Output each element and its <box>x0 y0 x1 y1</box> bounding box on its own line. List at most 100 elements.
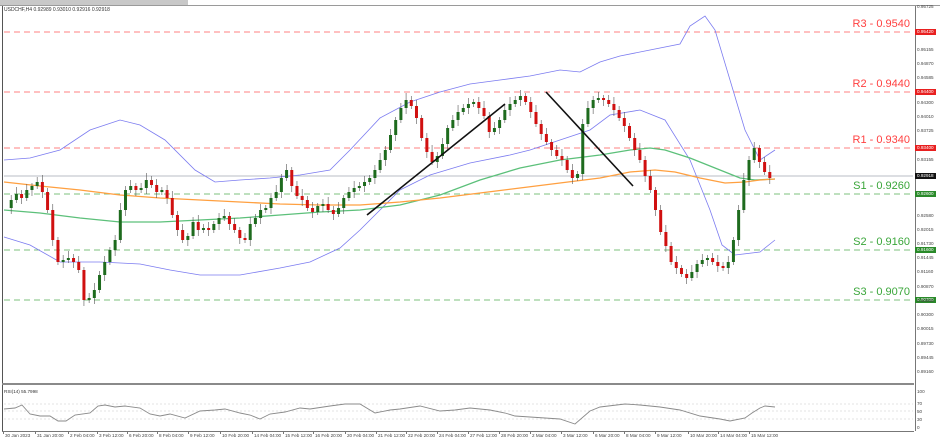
candle-bearish <box>155 185 159 192</box>
candle-bullish <box>357 186 361 188</box>
candle-bearish <box>659 210 663 232</box>
date-tick <box>749 431 750 434</box>
price-axis-label: 0.92580 <box>917 213 934 218</box>
downtrend-line <box>545 91 634 187</box>
candle-bearish <box>607 100 611 104</box>
candle-bearish <box>477 102 481 108</box>
date-axis-label: 27 Feb 12:00 <box>470 433 498 438</box>
current-price-tag: 0.92918 <box>915 173 936 179</box>
rsi-title: RSI(14) 55.7998 <box>4 389 38 394</box>
candle-bullish <box>503 110 507 120</box>
date-axis-label: 6 Mar 20:00 <box>595 433 620 438</box>
date-axis-label: 10 Feb 20:00 <box>222 433 250 438</box>
date-tick <box>313 431 314 434</box>
candle-bullish <box>248 224 252 240</box>
candle-bullish <box>394 120 398 135</box>
candle-bullish <box>316 206 320 212</box>
price-axis-label: 0.95725 <box>917 4 934 9</box>
axis-tag-r2: 0.94400 <box>915 89 936 95</box>
candle-bullish <box>586 108 590 124</box>
candle-bullish <box>726 262 730 268</box>
candle-bearish <box>763 162 767 172</box>
candle-bullish <box>752 148 756 160</box>
date-tick <box>157 431 158 434</box>
candle-bullish <box>66 258 70 260</box>
date-axis-label: 3 Feb 12:00 <box>99 433 124 438</box>
candle-bullish <box>342 198 346 208</box>
candle-bearish <box>233 224 237 230</box>
candle-bullish <box>285 170 289 178</box>
level-label-r1: R1 - 0.9340 <box>852 134 910 146</box>
candle-bullish <box>352 188 356 192</box>
candle-bullish <box>103 262 107 275</box>
date-axis-label: 15 Mar 12:00 <box>751 433 779 438</box>
candle-bearish <box>165 190 169 198</box>
date-axis-label: 6 Feb 20:00 <box>129 433 154 438</box>
candle-bullish <box>321 204 325 206</box>
candle-bullish <box>747 160 751 180</box>
candle-bullish <box>259 210 263 218</box>
candle-bullish <box>217 218 221 224</box>
rsi-axis-label: 30 <box>917 417 923 422</box>
candle-bearish <box>243 238 247 240</box>
price-axis-label: 0.93725 <box>917 128 934 133</box>
candle-bullish <box>513 100 517 104</box>
candle-bullish <box>113 240 117 250</box>
candle-bearish <box>82 270 86 300</box>
price-axis-label: 0.90015 <box>917 326 934 331</box>
date-tick <box>252 431 253 434</box>
date-axis-label: 15 Feb 12:00 <box>285 433 313 438</box>
candle-bullish <box>92 290 96 298</box>
price-axis-label: 0.91730 <box>917 241 934 246</box>
candle-bearish <box>170 198 174 215</box>
candle-bullish <box>378 160 382 170</box>
uptrend-line <box>366 103 506 216</box>
candle-bearish <box>560 156 564 160</box>
date-tick <box>561 431 562 434</box>
candle-bearish <box>311 208 315 212</box>
date-axis-label: 20 Feb 04:00 <box>347 433 375 438</box>
candle-bearish <box>711 258 715 262</box>
candle-bullish <box>492 128 496 132</box>
candle-bearish <box>602 98 606 100</box>
level-label-r3: R3 - 0.9540 <box>852 18 910 30</box>
date-tick <box>655 431 656 434</box>
candle-bearish <box>524 96 528 102</box>
date-axis-label: 9 Feb 12:00 <box>190 433 215 438</box>
candle-bullish <box>456 112 460 120</box>
rsi-axis-label: 50 <box>917 409 923 414</box>
candle-bullish <box>373 170 377 178</box>
date-axis-label: 3 Mar 12:00 <box>563 433 588 438</box>
candle-bearish <box>628 126 632 138</box>
candle-bullish <box>139 188 143 190</box>
moving-average-orange <box>3 169 776 206</box>
candle-bearish <box>425 138 429 152</box>
candle-bearish <box>20 194 24 198</box>
candle-bearish <box>664 232 668 246</box>
candle-bullish <box>201 228 205 230</box>
date-axis-label: 28 Feb 20:00 <box>501 433 529 438</box>
date-tick <box>220 431 221 434</box>
candle-bullish <box>108 250 112 262</box>
date-axis-label: 14 Mar 04:00 <box>720 433 748 438</box>
price-axis-label: 0.91445 <box>917 255 934 260</box>
candle-bullish <box>61 260 65 262</box>
rsi-panel-separator[interactable] <box>2 383 914 385</box>
date-axis-label: 2 Mar 04:00 <box>532 433 557 438</box>
candle-bearish <box>40 182 44 192</box>
candle-bearish <box>409 100 413 106</box>
date-tick <box>97 431 98 434</box>
date-tick <box>718 431 719 434</box>
candle-bearish <box>643 160 647 176</box>
price-axis-label: 0.89160 <box>917 369 934 374</box>
date-tick <box>376 431 377 434</box>
date-tick <box>624 431 625 434</box>
candle-bullish <box>731 240 735 262</box>
candle-bearish <box>529 102 533 112</box>
candle-bearish <box>487 116 491 132</box>
chart-frame[interactable] <box>2 6 916 431</box>
price-axis-label: 0.94585 <box>917 75 934 80</box>
candle-bullish <box>25 190 29 198</box>
date-tick <box>437 431 438 434</box>
